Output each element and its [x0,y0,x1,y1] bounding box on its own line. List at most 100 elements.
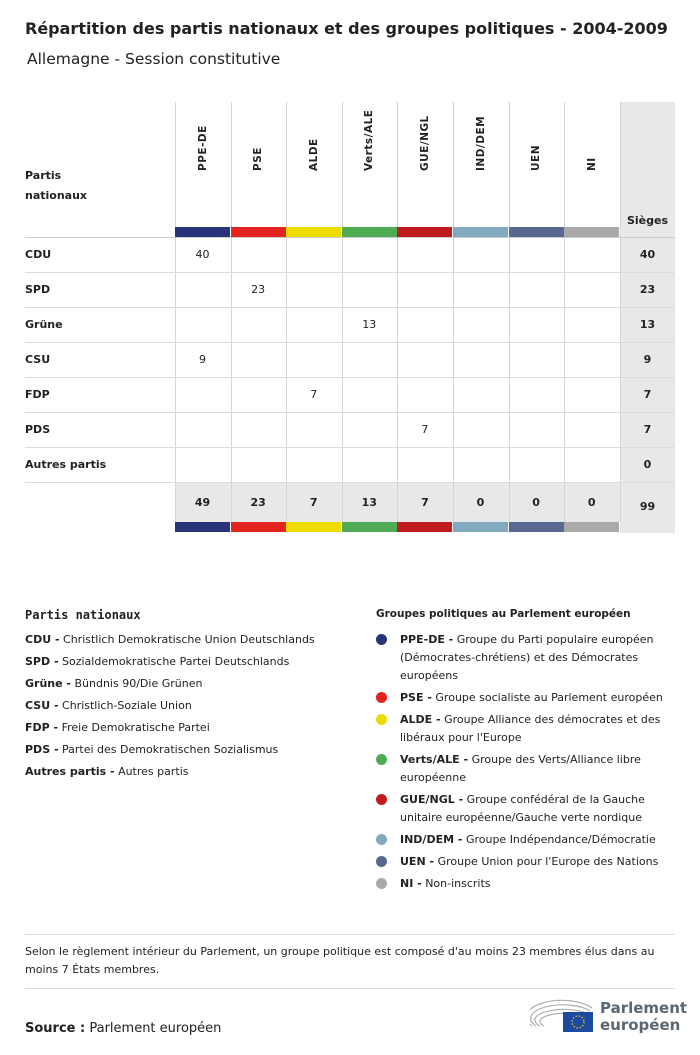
group-color-bar [508,227,564,237]
group-legend-item: UEN - Groupe Union pour l'Europe des Nat… [376,853,671,871]
source-value: Parlement européen [89,1021,222,1036]
group-color-bar-bottom [341,522,397,532]
group-abbr: PSE - [400,691,432,704]
column-header-label: ALDE [307,138,320,171]
row-label-autres-partis: Autres partis [25,458,107,471]
group-color-bar-bottom [564,522,620,532]
group-legend-item: Verts/ALE - Groupe des Verts/Alliance li… [376,751,671,787]
column-header-pse: PSE [231,102,286,227]
row-seats-total: 13 [639,318,656,331]
header-divider [25,237,675,238]
group-color-bar [564,227,620,237]
group-total: 7 [309,496,318,509]
group-total: 0 [587,496,596,509]
party-legend-item: Grüne - Bündnis 90/Die Grünen [25,673,202,695]
row-label-csu: CSU [25,353,51,366]
party-abbr: CSU - [25,699,59,712]
table-cell: 7 [310,388,318,401]
row-seats-total: 9 [643,353,652,366]
group-color-bar [286,227,342,237]
column-header-ni: NI [564,102,619,227]
party-name: Autres partis [118,765,189,778]
column-header-label: GUE/NGL [418,115,431,171]
group-name: Non-inscrits [425,877,491,890]
row-divider [25,412,675,413]
seats-header: Sièges [626,214,669,227]
group-color-bar [341,227,397,237]
row-seats-total: 0 [643,458,652,471]
group-legend-item: PPE-DE - Groupe du Parti populaire europ… [376,631,671,685]
group-name: Groupe socialiste au Parlement européen [435,691,663,704]
column-header-label: PPE-DE [196,125,209,171]
group-color-bar-bottom [508,522,564,532]
group-name: Groupe Indépendance/Démocratie [465,833,656,846]
party-abbr: Grüne - [25,677,71,690]
column-divider [230,102,232,522]
row-label-fdp: FDP [25,388,50,401]
group-color-bar [230,227,286,237]
group-legend-item: PSE - Groupe socialiste au Parlement eur… [376,689,671,707]
table-cell: 9 [199,353,206,366]
party-name: Christlich Demokratische Union Deutschla… [63,633,315,646]
seats-column-bg [620,102,675,533]
party-abbr: SPD - [25,655,59,668]
group-color-dot-icon [376,634,387,645]
row-label-spd: SPD [25,283,51,296]
column-divider [508,102,510,522]
column-header-ppe-de: PPE-DE [175,102,230,227]
group-color-bar-bottom [230,522,286,532]
party-name: Freie Demokratische Partei [61,721,210,734]
row-label-pds: PDS [25,423,51,436]
row-divider [25,482,675,483]
column-divider [341,102,343,522]
row-seats-total: 40 [639,248,656,261]
source-label: Source : [25,1021,86,1036]
group-abbr: IND/DEM - [400,833,463,846]
party-abbr: CDU - [25,633,60,646]
row-divider [25,377,675,378]
column-header-label: NI [585,157,598,171]
table-cell: 13 [362,318,377,331]
party-abbr: FDP - [25,721,59,734]
group-abbr: Verts/ALE - [400,753,469,766]
party-legend-item: CDU - Christlich Demokratische Union Deu… [25,629,315,651]
footnote: Selon le règlement intérieur du Parlemen… [25,934,675,989]
column-header-label: PSE [252,147,265,171]
party-legend-item: Autres partis - Autres partis [25,761,189,783]
row-divider [25,447,675,448]
column-header-verts-ale: Verts/ALE [342,102,397,227]
logo-text: Parlement européen [600,999,688,1034]
group-total: 0 [476,496,485,509]
group-abbr: NI - [400,877,422,890]
column-divider [619,102,621,522]
column-divider [564,102,566,522]
row-divider [25,307,675,308]
row-divider [25,342,675,343]
group-name: Groupe confédéral de la Gauche unitaire … [400,793,645,824]
row-divider [25,272,675,273]
group-name: Groupe du Parti populaire européen (Démo… [400,633,654,682]
group-name: Groupe des Verts/Alliance libre européen… [400,753,641,784]
group-total: 49 [194,496,211,509]
group-color-bar-bottom [453,522,508,532]
table-cell: 40 [195,248,210,261]
group-color-dot-icon [376,754,387,765]
page-subtitle: Allemagne - Session constitutive [27,50,281,68]
party-legend-item: FDP - Freie Demokratische Partei [25,717,210,739]
group-color-dot-icon [376,714,387,725]
group-total: 0 [532,496,540,509]
column-divider [175,102,176,522]
group-legend-item: ALDE - Groupe Alliance des démocrates et… [376,711,671,747]
party-legend-item: PDS - Partei des Demokratischen Sozialis… [25,739,278,761]
group-abbr: GUE/NGL - [400,793,464,806]
group-color-bar-bottom [286,522,342,532]
party-name: Sozialdemokratische Partei Deutschlands [62,655,290,668]
parties-legend-title: Partis nationaux [25,608,141,622]
group-color-bar [397,227,453,237]
group-name: Groupe Union pour l'Europe des Nations [437,855,659,868]
groups-legend-title: Groupes politiques au Parlement européen [376,608,631,620]
table-cell: 7 [421,423,429,436]
group-color-dot-icon [376,692,387,703]
row-label-cdu: CDU [25,248,52,261]
